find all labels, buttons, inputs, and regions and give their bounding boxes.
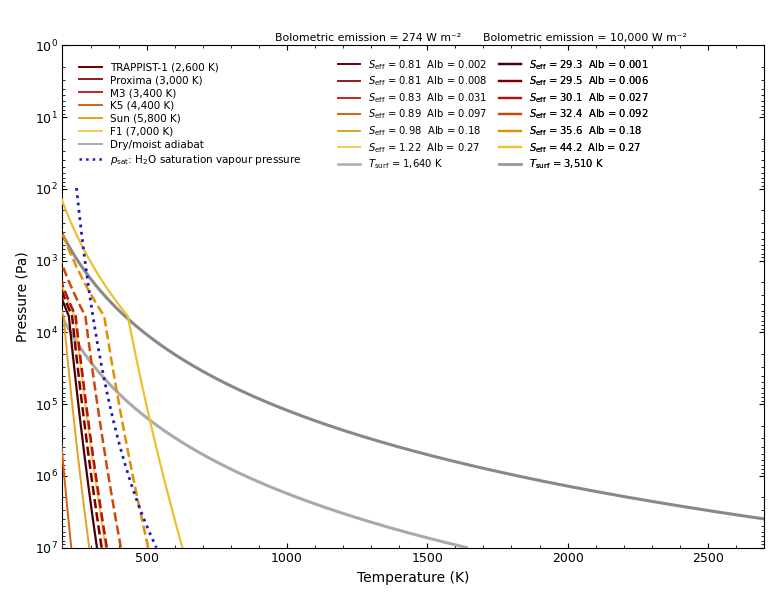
Text: Bolometric emission = 274 W m⁻²: Bolometric emission = 274 W m⁻²	[274, 33, 460, 43]
Text: Bolometric emission = 10,000 W m⁻²: Bolometric emission = 10,000 W m⁻²	[483, 33, 687, 43]
Legend: $S_{\mathregular{eff}}$ = 29.3  Alb = 0.001, $S_{\mathregular{eff}}$ = 29.5  Alb: $S_{\mathregular{eff}}$ = 29.3 Alb = 0.0…	[499, 58, 649, 171]
Y-axis label: Pressure (Pa): Pressure (Pa)	[15, 251, 29, 342]
X-axis label: Temperature (K): Temperature (K)	[357, 571, 470, 585]
